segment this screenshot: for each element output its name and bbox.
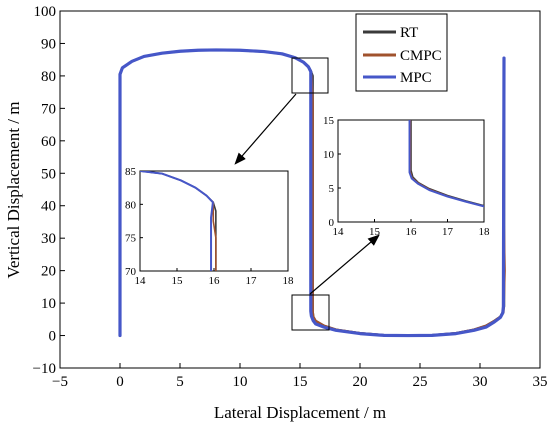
inset-0-y-tick-label: 85 xyxy=(125,166,137,178)
main-y-tick-label: 80 xyxy=(41,69,56,85)
inset-1-x-tick-label: 17 xyxy=(442,226,454,238)
zoom-box-upper xyxy=(291,57,329,94)
main-y-tick-label: 10 xyxy=(41,296,56,312)
inset-0-x-tick-label: 17 xyxy=(246,275,258,287)
main-x-tick-label: 25 xyxy=(413,374,428,390)
main-y-tick-label: −10 xyxy=(33,361,56,377)
inset-1-y-tick-label: 0 xyxy=(329,217,335,229)
main-y-tick-label: 50 xyxy=(41,166,56,182)
inset-series-group xyxy=(140,171,217,271)
inset-1-x-tick-label: 18 xyxy=(479,226,491,238)
main-y-tick-label: 40 xyxy=(41,199,56,215)
zoom-arrow-upper xyxy=(234,93,297,165)
inset-0-y-tick-label: 80 xyxy=(125,199,137,211)
main-y-tick-label: 30 xyxy=(41,231,56,247)
main-x-tick-label: 30 xyxy=(473,374,488,390)
inset-upper-corner: 14 15 16 17 18 70 75 80 85 xyxy=(125,166,294,287)
inset-0-series-mpc xyxy=(140,171,214,271)
main-x-tick-label: 10 xyxy=(233,374,248,390)
legend-label-mpc: MPC xyxy=(400,70,432,86)
inset-0-x-tick-label: 14 xyxy=(135,275,147,287)
inset-1-x-tick-label: 14 xyxy=(333,226,345,238)
inset-series-group xyxy=(408,120,484,208)
main-x-tick-label: 20 xyxy=(353,374,368,390)
main-y-tick-label: 70 xyxy=(41,101,56,117)
legend-label-rt: RT xyxy=(400,25,418,41)
inset-1-y-tick-label: 5 xyxy=(329,183,335,195)
main-x-tick-label: 0 xyxy=(116,374,124,390)
main-y-tick-label: 60 xyxy=(41,134,56,150)
inset-1-y-tick-label: 10 xyxy=(323,149,335,161)
main-y-tick-label: 20 xyxy=(41,264,56,280)
inset-1-series-mpc xyxy=(408,120,484,208)
inset-lower-corner: 14 15 16 17 18 0 5 10 15 xyxy=(323,115,490,238)
main-series-group xyxy=(118,48,506,338)
inset-1-y-tick-label: 15 xyxy=(323,115,335,127)
main-x-tick-label: 15 xyxy=(293,374,308,390)
y-axis-label: Vertical Displacement / m xyxy=(4,101,23,278)
inset-0-x-tick-label: 15 xyxy=(172,275,184,287)
main-x-tick-label: 5 xyxy=(176,374,184,390)
main-y-tick-label: 90 xyxy=(41,36,56,52)
inset-1-x-tick-label: 16 xyxy=(406,226,418,238)
legend: RT CMPC MPC xyxy=(355,13,448,92)
main-y-tick-label: 0 xyxy=(49,329,57,345)
legend-label-cmpc: CMPC xyxy=(400,48,442,64)
inset-0-y-tick-label: 70 xyxy=(125,266,137,278)
zoom-box-lower xyxy=(291,294,330,331)
inset-0-x-tick-label: 18 xyxy=(283,275,295,287)
inset-0-x-tick-label: 16 xyxy=(209,275,221,287)
inset-1-x-tick-label: 15 xyxy=(369,226,381,238)
x-axis-label: Lateral Displacement / m xyxy=(214,403,386,422)
inset-0-y-tick-label: 75 xyxy=(125,233,137,245)
main-x-tick-label: −5 xyxy=(52,374,68,390)
main-axes: −5 0 5 10 15 20 25 30 35−10010203040506070809010… xyxy=(33,4,548,390)
main-y-tick-label: 100 xyxy=(34,4,57,20)
zoom-arrow-lower xyxy=(309,234,380,295)
main-x-tick-label: 35 xyxy=(533,374,548,390)
main-series-mpc xyxy=(118,48,506,338)
